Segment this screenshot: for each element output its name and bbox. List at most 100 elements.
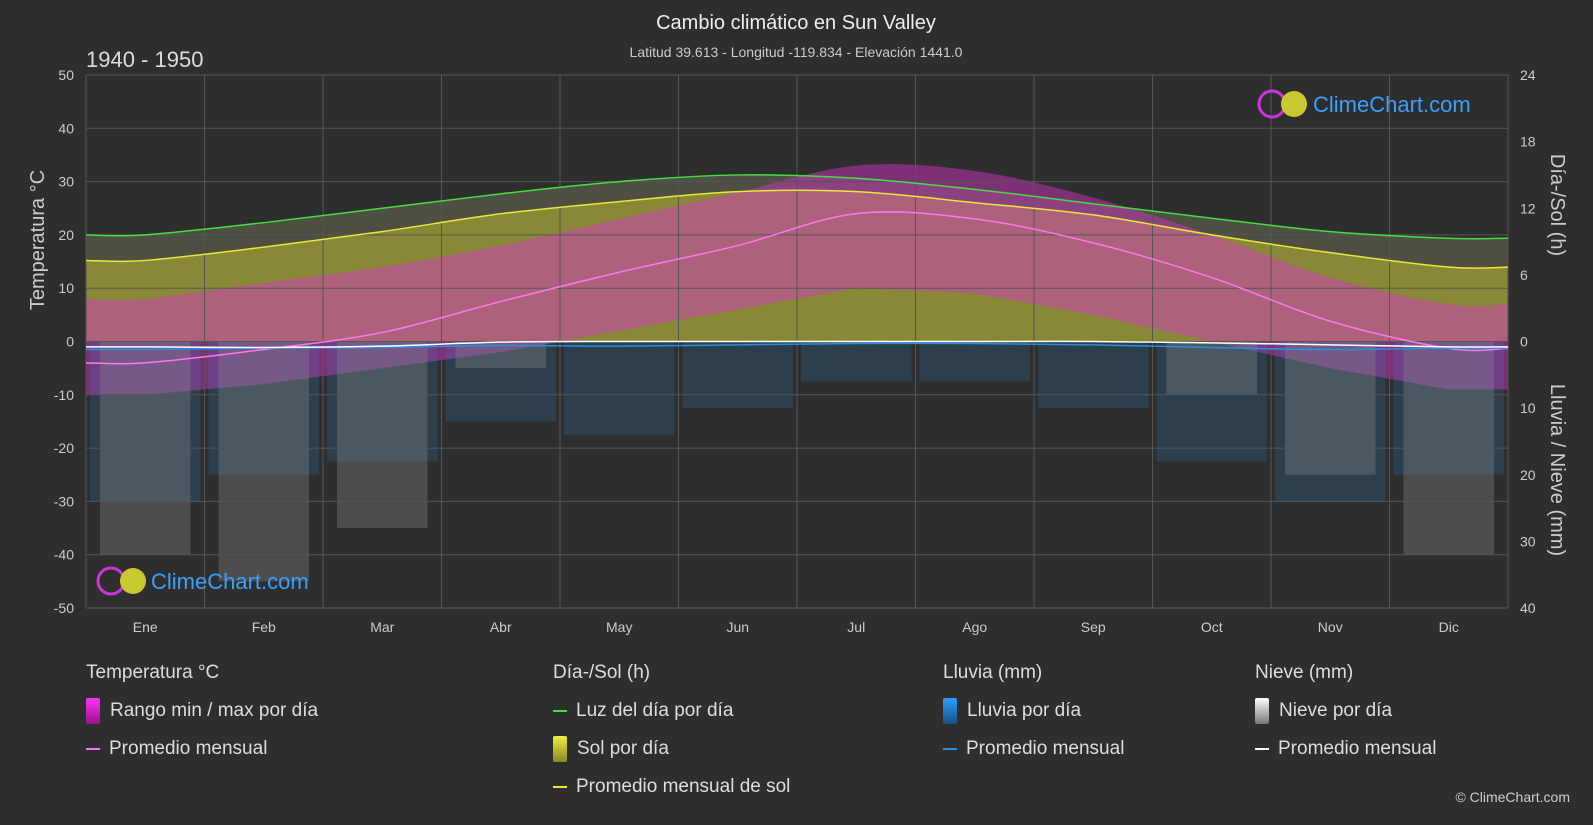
y-left-tick-label: 20 bbox=[58, 227, 74, 243]
sunshine-avg-swatch bbox=[553, 786, 567, 788]
legend-daylight: Luz del día por día bbox=[553, 698, 790, 724]
legend-snow-daily: Nieve por día bbox=[1255, 698, 1436, 724]
y-right-bottom-tick-label: 20 bbox=[1520, 467, 1536, 483]
legend-rain-avg-label: Promedio mensual bbox=[966, 738, 1125, 759]
temp-avg-line bbox=[85, 211, 1509, 365]
y-right-top-tick-label: 18 bbox=[1520, 134, 1536, 150]
logo-bottom-text: ClimeChart.com bbox=[151, 569, 309, 594]
legend-sunshine-label: Sol por día bbox=[577, 738, 669, 759]
y-right-top-tick-label: 24 bbox=[1520, 67, 1536, 83]
rain-bar bbox=[1156, 341, 1267, 462]
x-tick-label: May bbox=[606, 619, 632, 635]
legend-rain-daily-label: Lluvia por día bbox=[967, 700, 1082, 721]
snow-avg-swatch bbox=[1255, 748, 1269, 750]
legend-snow-daily-label: Nieve por día bbox=[1279, 700, 1393, 721]
legend-temp-range-label: Rango min / max por día bbox=[110, 700, 319, 721]
snow-bar bbox=[337, 341, 428, 529]
rain-bar bbox=[682, 341, 793, 409]
rain-bar bbox=[919, 341, 1030, 382]
legend-temperature: Temperatura °C Rango min / max por día P… bbox=[86, 660, 318, 774]
daylight-swatch bbox=[553, 710, 567, 712]
y-left-axis-title: Temperatura °C bbox=[27, 170, 49, 310]
series-lines bbox=[85, 174, 1509, 365]
axes: 50 40 30 20 10 0 -10 -20 -30 -40 -50 24 18 12 6 0 10 20 30… bbox=[54, 67, 1536, 635]
x-tick-label: Ago bbox=[962, 619, 987, 635]
legend-rain-title: Lluvia (mm) bbox=[943, 662, 1043, 683]
y-right-top-tick-label: 6 bbox=[1520, 267, 1528, 283]
rain-bar bbox=[1038, 341, 1149, 409]
x-tick-label: Nov bbox=[1318, 619, 1343, 635]
logo-top: ClimeChart.com bbox=[1257, 89, 1471, 119]
snow-bar bbox=[1166, 341, 1257, 395]
y-left-tick-label: 40 bbox=[58, 120, 74, 136]
snow-bar bbox=[218, 341, 309, 582]
legend-daylight-label: Luz del día por día bbox=[576, 700, 734, 721]
temp-range-swatch bbox=[86, 698, 100, 724]
legend-snow-avg: Promedio mensual bbox=[1255, 736, 1436, 762]
legend-rain-avg: Promedio mensual bbox=[943, 736, 1124, 762]
rain-bar bbox=[1393, 341, 1504, 475]
rain-bar bbox=[1275, 341, 1386, 502]
chart-subtitle: Latitud 39.613 - Longitud -119.834 - Ele… bbox=[630, 44, 963, 60]
legend-temp-avg-label: Promedio mensual bbox=[109, 738, 268, 759]
legend-snow-title: Nieve (mm) bbox=[1255, 662, 1354, 683]
rain-bar bbox=[90, 341, 201, 502]
y-left-tick-label: -10 bbox=[54, 387, 74, 403]
x-tick-label: Feb bbox=[252, 619, 276, 635]
y-left-tick-label: 30 bbox=[58, 174, 74, 190]
rain-avg-swatch bbox=[943, 748, 957, 750]
x-tick-label: Jul bbox=[847, 619, 865, 635]
logo-top-text: ClimeChart.com bbox=[1313, 92, 1471, 117]
y-right-bottom-tick-label: 40 bbox=[1520, 600, 1536, 616]
legend-sunshine-avg-label: Promedio mensual de sol bbox=[576, 776, 791, 797]
rain-bar bbox=[445, 341, 556, 422]
sunshine-swatch bbox=[553, 736, 567, 762]
temp-avg-swatch bbox=[86, 748, 100, 750]
y-left-tick-label: 0 bbox=[66, 334, 74, 350]
y-right-bottom-tick-label: 30 bbox=[1520, 533, 1536, 549]
x-tick-label: Oct bbox=[1201, 619, 1223, 635]
logo-bottom: ClimeChart.com bbox=[96, 566, 309, 596]
y-right-top-tick-label: 0 bbox=[1520, 334, 1528, 350]
snow-bar bbox=[1285, 341, 1376, 475]
legend-rain: Lluvia (mm) Lluvia por día Promedio mens… bbox=[943, 660, 1124, 774]
y-left-tick-label: 50 bbox=[58, 67, 74, 83]
period-label: 1940 - 1950 bbox=[86, 47, 203, 72]
y-right-bottom-axis-title: Lluvia / Nieve (mm) bbox=[1546, 384, 1568, 556]
y-right-bottom-tick-label: 10 bbox=[1520, 400, 1536, 416]
legend-temp-avg: Promedio mensual bbox=[86, 736, 318, 762]
y-left-tick-label: -40 bbox=[54, 547, 74, 563]
legend-temperature-title: Temperatura °C bbox=[86, 662, 220, 683]
sunshine-avg-line bbox=[85, 189, 1509, 269]
x-tick-label: Jun bbox=[726, 619, 749, 635]
legend-rain-daily: Lluvia por día bbox=[943, 698, 1124, 724]
logo-sun-icon bbox=[120, 568, 146, 594]
legend-temp-range: Rango min / max por día bbox=[86, 698, 318, 724]
legend-sunshine: Sol por día bbox=[553, 736, 790, 762]
snow-avg-line bbox=[85, 340, 1509, 349]
y-left-tick-label: 10 bbox=[58, 280, 74, 296]
rain-bar bbox=[564, 341, 675, 435]
rain-bar bbox=[208, 341, 319, 475]
legend-snow: Nieve (mm) Nieve por día Promedio mensua… bbox=[1255, 660, 1436, 774]
x-tick-label: Dic bbox=[1439, 619, 1459, 635]
rain-swatch bbox=[943, 698, 957, 724]
snow-swatch bbox=[1255, 698, 1269, 724]
y-left-tick-label: -20 bbox=[54, 440, 74, 456]
y-right-top-tick-label: 12 bbox=[1520, 200, 1536, 216]
daylight-line bbox=[85, 174, 1509, 240]
x-tick-label: Ene bbox=[133, 619, 158, 635]
x-tick-label: Sep bbox=[1081, 619, 1106, 635]
legend-sun: Día-/Sol (h) Luz del día por día Sol por… bbox=[553, 660, 790, 812]
y-right-top-axis-title: Día-/Sol (h) bbox=[1546, 154, 1568, 256]
copyright: © ClimeChart.com bbox=[1455, 789, 1570, 805]
x-tick-label: Mar bbox=[370, 619, 394, 635]
x-tick-label: Abr bbox=[490, 619, 512, 635]
legend: Temperatura °C Rango min / max por día P… bbox=[0, 660, 1593, 820]
legend-sun-title: Día-/Sol (h) bbox=[553, 662, 651, 683]
rain-bar bbox=[801, 341, 912, 382]
legend-sunshine-avg: Promedio mensual de sol bbox=[553, 774, 790, 800]
rain-bar bbox=[327, 341, 438, 462]
y-left-tick-label: -50 bbox=[54, 600, 74, 616]
